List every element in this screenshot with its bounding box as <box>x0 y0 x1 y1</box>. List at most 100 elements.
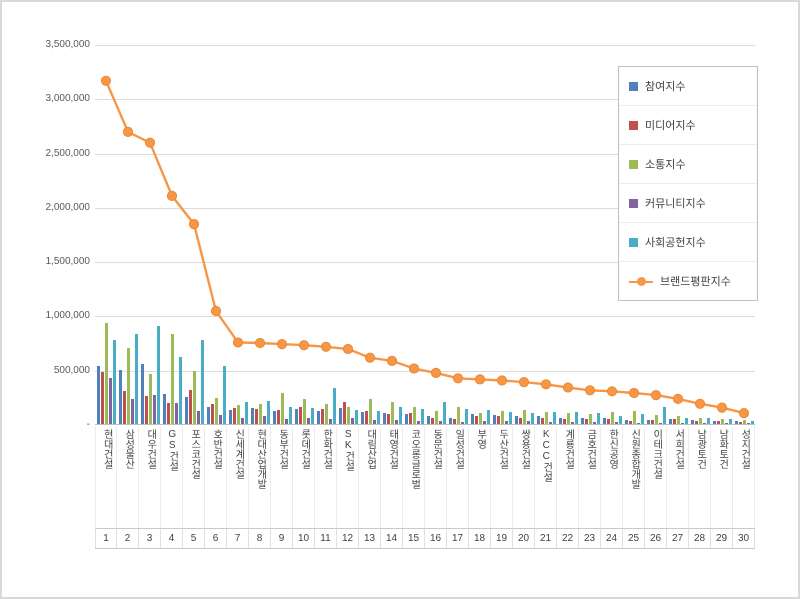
bar <box>262 416 266 424</box>
bar-group <box>227 45 249 424</box>
rank-label: 29 <box>711 529 733 548</box>
bar <box>122 391 126 424</box>
bar <box>156 326 160 424</box>
bar <box>118 369 122 424</box>
line-marker <box>188 219 200 230</box>
bar <box>368 399 372 424</box>
category-name: 일성건설 <box>452 429 464 469</box>
category-name: 남광토건 <box>694 429 706 469</box>
x-axis-category-label: 부영 <box>469 426 491 528</box>
bar <box>148 374 152 424</box>
gridline <box>95 99 755 101</box>
category-name: 호반건설 <box>210 429 222 469</box>
bar <box>272 410 276 424</box>
rank-label: 27 <box>667 529 689 548</box>
bar <box>342 402 346 424</box>
bar <box>478 413 482 424</box>
bar <box>596 413 600 424</box>
bar-group <box>359 45 381 424</box>
bar <box>728 419 732 424</box>
bar <box>486 409 490 424</box>
bar <box>662 406 666 424</box>
bar <box>452 418 456 424</box>
bar <box>684 417 688 424</box>
rank-label: 30 <box>733 529 755 548</box>
category-name: 동부건설 <box>276 429 288 469</box>
x-axis-category-label: 서희건설 <box>667 426 689 528</box>
rank-label: 7 <box>227 529 249 548</box>
x-axis-category-label: 한신공영 <box>601 426 623 528</box>
rank-label: 8 <box>249 529 271 548</box>
bar <box>720 418 724 424</box>
bar <box>522 409 526 424</box>
bar <box>144 395 148 424</box>
bar <box>140 364 144 424</box>
bar <box>196 410 200 424</box>
bar <box>360 412 364 424</box>
line-marker <box>364 352 376 363</box>
bar-group <box>733 45 755 424</box>
bar <box>218 415 222 424</box>
x-axis-category-label: 현대건설 <box>95 426 117 528</box>
x-axis-category-label: 태영건설 <box>381 426 403 528</box>
bar <box>526 421 530 424</box>
category-name: 금호건설 <box>584 429 596 469</box>
rank-label: 28 <box>689 529 711 548</box>
line-marker <box>452 373 464 384</box>
rank-label: 2 <box>117 529 139 548</box>
category-name: 서희건설 <box>672 429 684 469</box>
bar <box>508 412 512 424</box>
bar <box>166 402 170 424</box>
line-marker <box>254 337 266 349</box>
bar-group <box>117 45 139 424</box>
x-axis-category-labels: 현대건설 삼성물산 대우건설 GS건설 포스코건설 호반건설 신세계건설 현대산업개발 동부건설… <box>95 426 755 528</box>
bar <box>324 404 328 424</box>
bar <box>126 348 130 424</box>
bar <box>614 422 618 424</box>
line-marker <box>496 375 508 386</box>
bar <box>134 333 138 424</box>
rank-label: 13 <box>359 529 381 548</box>
legend-label: 브랜드평판지수 <box>660 276 731 288</box>
bar <box>570 421 574 424</box>
bar-group <box>645 45 667 424</box>
bar <box>540 417 544 424</box>
x-axis-category-label: 쌍용건설 <box>513 426 535 528</box>
category-name: 계룡건설 <box>562 429 574 469</box>
bar <box>694 420 698 424</box>
bar <box>258 403 262 424</box>
bar <box>96 366 100 424</box>
bar <box>548 421 552 424</box>
bar-group <box>271 45 293 424</box>
bar-group <box>249 45 271 424</box>
bar <box>306 417 310 424</box>
bar <box>448 417 452 424</box>
x-axis-category-label: 대림산업 <box>359 426 381 528</box>
bar <box>668 418 672 424</box>
rank-label: 3 <box>139 529 161 548</box>
bar <box>552 412 556 424</box>
line-marker <box>100 75 112 86</box>
bar-group <box>337 45 359 424</box>
x-axis-rank-labels: 1 2 3 4 5 6 7 8 9 10 11 12 13 14 15 16 17 18 19 20 21 22 23 24 2… <box>95 528 755 549</box>
bar <box>200 340 204 424</box>
bar <box>394 420 398 424</box>
bar <box>192 370 196 424</box>
bar <box>434 410 438 424</box>
bar <box>746 423 750 424</box>
line-marker <box>210 305 222 317</box>
bar <box>500 410 504 424</box>
bar <box>712 420 716 424</box>
line-marker <box>408 363 420 374</box>
legend-item: 브랜드평판지수 <box>619 262 757 300</box>
category-name: 현대건설 <box>101 429 113 469</box>
x-axis-category-label: 대우건설 <box>139 426 161 528</box>
x-axis-category-label: KCC건설 <box>535 426 557 528</box>
category-name: 롯데건설 <box>298 429 310 469</box>
category-name: 삼성물산 <box>122 429 134 469</box>
bar <box>178 356 182 424</box>
rank-label: 21 <box>535 529 557 548</box>
category-name: 이테크건설 <box>650 429 662 479</box>
line-marker <box>650 390 662 401</box>
